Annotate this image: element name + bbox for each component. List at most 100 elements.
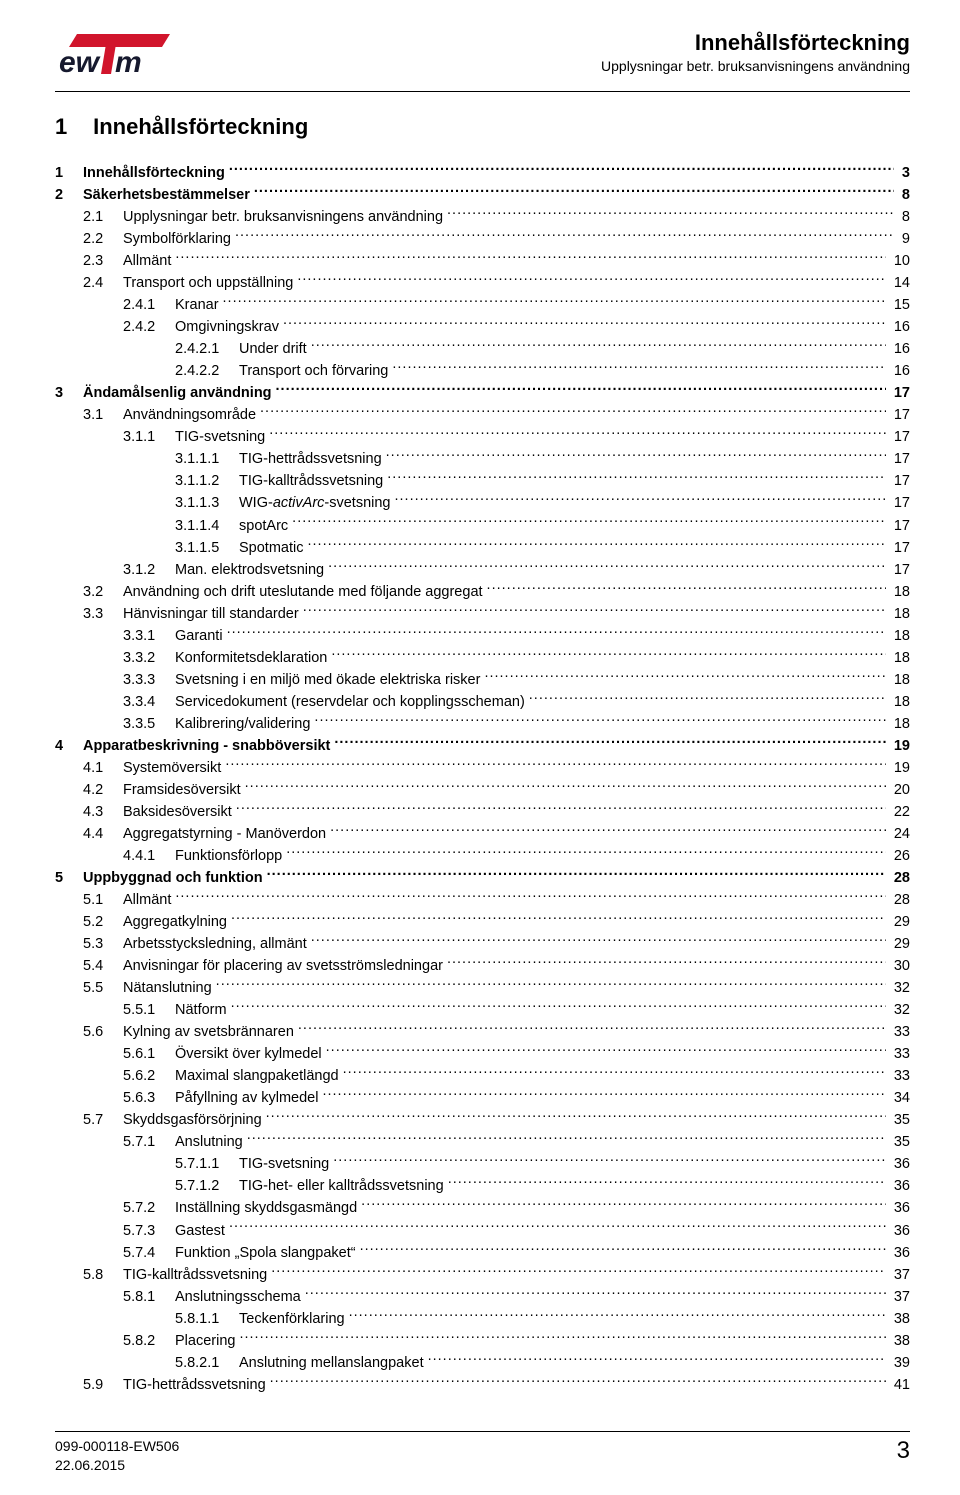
toc-row: 3.1.1.3WIG-activArc-svetsning17 [55, 492, 910, 514]
toc-label: Ändamålsenlig användning [83, 382, 272, 404]
toc-page: 28 [890, 889, 910, 911]
toc-row: 5Uppbyggnad och funktion28 [55, 867, 910, 889]
toc-page: 36 [890, 1153, 910, 1175]
toc-label: Placering [175, 1330, 235, 1352]
toc-leader [447, 207, 894, 222]
toc-row: 5.1Allmänt28 [55, 889, 910, 911]
toc-row: 2.4.1Kranar15 [55, 294, 910, 316]
toc-page: 16 [890, 316, 910, 338]
toc-leader [333, 1154, 886, 1169]
toc-row: 3.3.5Kalibrering/validering18 [55, 713, 910, 735]
toc-num: 5.8 [83, 1264, 123, 1286]
toc-page: 33 [890, 1043, 910, 1065]
toc-page: 29 [890, 933, 910, 955]
toc-label: Anslutning mellanslangpaket [239, 1352, 424, 1374]
toc-page: 17 [890, 515, 910, 537]
toc-leader [235, 229, 894, 244]
toc-page: 28 [890, 867, 910, 889]
toc-num: 5.7.1.2 [175, 1175, 239, 1197]
toc-row: 5.6.2Maximal slangpaketlängd33 [55, 1065, 910, 1087]
toc-label: Aggregatkylning [123, 911, 227, 933]
toc-leader [529, 691, 886, 706]
toc-label: TIG-het- eller kalltrådssvetsning [239, 1175, 444, 1197]
toc-num: 5.4 [83, 955, 123, 977]
toc-page: 17 [890, 559, 910, 581]
toc-label: Upplysningar betr. bruksanvisningens anv… [123, 206, 443, 228]
toc-page: 36 [890, 1175, 910, 1197]
toc-label: Kalibrering/validering [175, 713, 310, 735]
toc-label: Transport och förvaring [239, 360, 388, 382]
toc-num: 3.3 [83, 603, 123, 625]
toc-leader [484, 669, 885, 684]
toc-label: Maximal slangpaketlängd [175, 1065, 339, 1087]
toc-label: Gastest [175, 1220, 225, 1242]
table-of-contents: 1Innehållsförteckning32Säkerhetsbestämme… [55, 162, 910, 1396]
toc-label: TIG-hettrådssvetsning [239, 448, 382, 470]
toc-label: Transport och uppställning [123, 272, 293, 294]
toc-leader [386, 449, 886, 464]
toc-row: 5.6.1Översikt över kylmedel33 [55, 1043, 910, 1065]
toc-page: 22 [890, 801, 910, 823]
toc-label: Allmänt [123, 250, 171, 272]
toc-leader [487, 581, 886, 596]
toc-page: 17 [890, 404, 910, 426]
toc-leader [223, 295, 886, 310]
toc-row: 3.1Användningsområde17 [55, 404, 910, 426]
footer-date: 22.06.2015 [55, 1456, 179, 1475]
toc-row: 3.1.1.4spotArc17 [55, 515, 910, 537]
toc-leader [227, 625, 886, 640]
toc-num: 5.6.1 [123, 1043, 175, 1065]
toc-page: 3 [898, 162, 910, 184]
toc-num: 3.1.1.1 [175, 448, 239, 470]
toc-leader [286, 845, 886, 860]
toc-label: Systemöversikt [123, 757, 221, 779]
toc-page: 38 [890, 1308, 910, 1330]
toc-row: 1Innehållsförteckning3 [55, 162, 910, 184]
toc-num: 5.8.1.1 [175, 1308, 239, 1330]
toc-page: 18 [890, 647, 910, 669]
toc-label: Servicedokument (reservdelar och kopplin… [175, 691, 525, 713]
toc-num: 5.7.4 [123, 1242, 175, 1264]
toc-page: 36 [890, 1242, 910, 1264]
toc-page: 29 [890, 911, 910, 933]
toc-leader [326, 1044, 886, 1059]
toc-label: Funktionsförlopp [175, 845, 282, 867]
toc-num: 5.9 [83, 1374, 123, 1396]
logo: ew m [55, 30, 190, 87]
toc-page: 14 [890, 272, 910, 294]
toc-leader [330, 823, 886, 838]
toc-row: 3.3.4Servicedokument (reservdelar och ko… [55, 691, 910, 713]
toc-num: 5.6.3 [123, 1087, 175, 1109]
toc-page: 19 [890, 757, 910, 779]
toc-label: Användningsområde [123, 404, 256, 426]
toc-num: 4.2 [83, 779, 123, 801]
toc-num: 3.3.5 [123, 713, 175, 735]
toc-label: Inställning skyddsgasmängd [175, 1197, 357, 1219]
toc-row: 3.1.1TIG-svetsning17 [55, 426, 910, 448]
toc-leader [311, 934, 886, 949]
toc-leader [292, 515, 886, 530]
toc-leader [447, 956, 886, 971]
toc-row: 3.2Användning och drift uteslutande med … [55, 581, 910, 603]
toc-leader [245, 779, 886, 794]
toc-num: 3.1.1.4 [175, 515, 239, 537]
footer-page-number: 3 [897, 1437, 910, 1465]
toc-label: Omgivningskrav [175, 316, 279, 338]
toc-leader [239, 1330, 885, 1345]
toc-row: 5.5Nätanslutning32 [55, 977, 910, 999]
toc-num: 2.4.2.1 [175, 338, 239, 360]
toc-label: Säkerhetsbestämmelser [83, 184, 250, 206]
toc-label: Man. elektrodsvetsning [175, 559, 324, 581]
toc-num: 5.6 [83, 1021, 123, 1043]
toc-num: 3.1.1 [123, 426, 175, 448]
toc-leader [334, 735, 885, 750]
toc-num: 5.1 [83, 889, 123, 911]
toc-leader [266, 1110, 886, 1125]
toc-page: 32 [890, 999, 910, 1021]
toc-num: 2.3 [83, 250, 123, 272]
toc-row: 3.3.1Garanti18 [55, 625, 910, 647]
toc-page: 39 [890, 1352, 910, 1374]
toc-leader [270, 1374, 886, 1389]
toc-page: 8 [898, 206, 910, 228]
toc-num: 5.7 [83, 1109, 123, 1131]
